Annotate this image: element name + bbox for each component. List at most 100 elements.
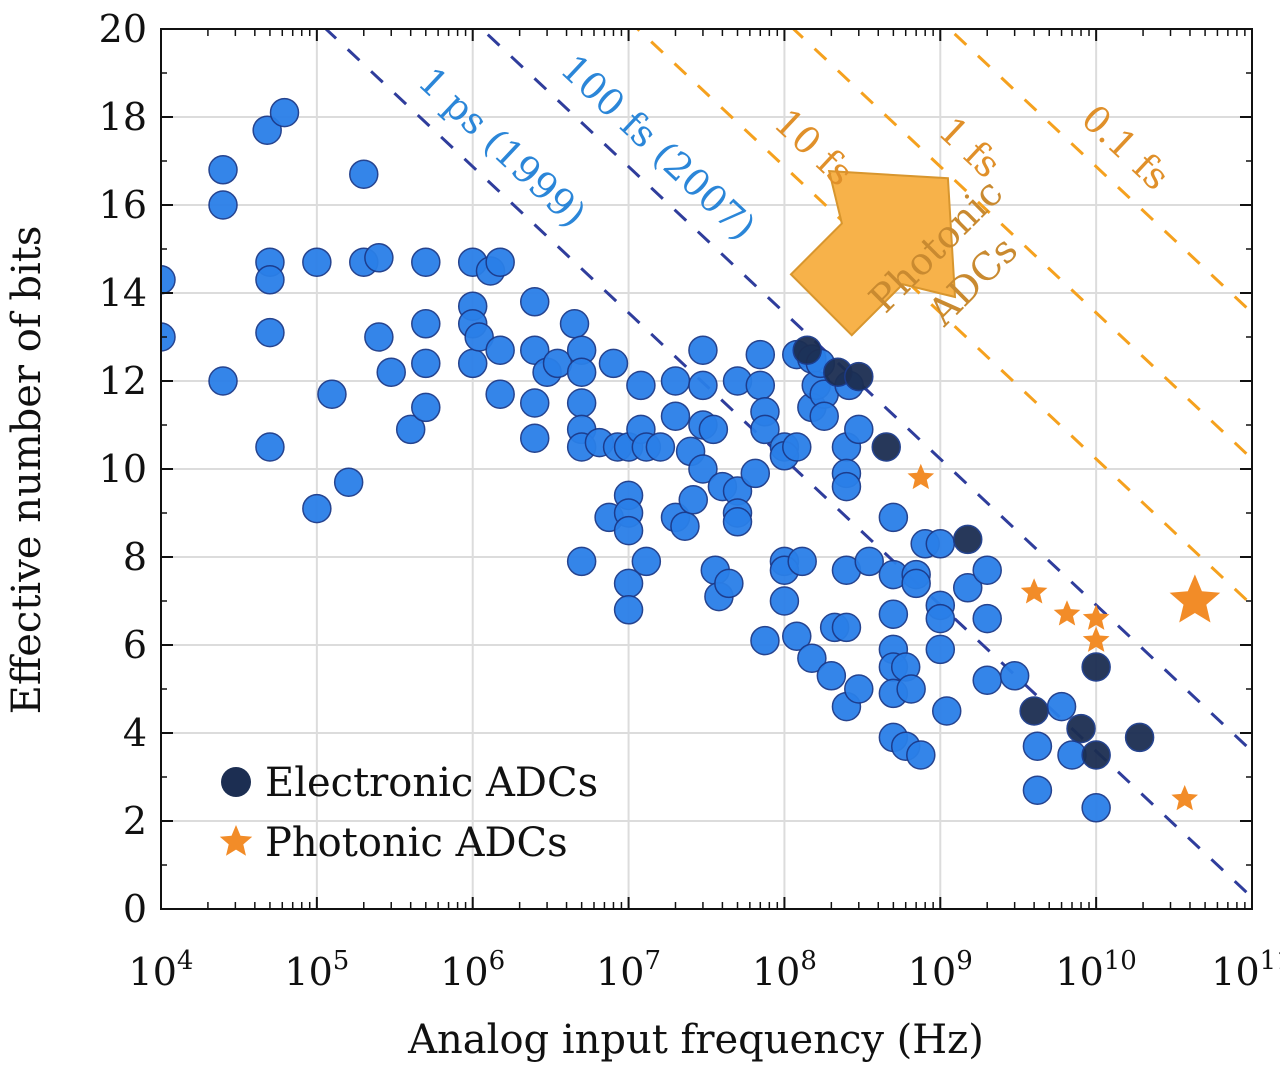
y-tick-label: 14 <box>99 271 147 315</box>
electronic-adc-point <box>972 603 1002 634</box>
electronic-adc-point <box>161 265 176 295</box>
electronic-adc-point <box>519 287 550 317</box>
electronic-adc-point <box>208 190 238 220</box>
electronic-adc-point <box>626 370 656 401</box>
y-tick-label: 0 <box>123 887 147 931</box>
electronic-adc-point <box>598 348 629 379</box>
electronic-adc-point <box>364 243 394 273</box>
electronic-adc-point <box>972 555 1002 585</box>
electronic-adc-point <box>464 322 494 352</box>
photonic-adc-point <box>1053 600 1081 626</box>
electronic-adc-point <box>519 423 550 453</box>
electronic-adc-point <box>854 546 884 577</box>
jitter-line <box>635 29 1252 607</box>
electronic-adc-point <box>255 432 285 462</box>
legend-label-electronic: Electronic ADCs <box>265 760 598 806</box>
electronic-adc-point <box>613 595 644 625</box>
electronic-adc-point <box>901 568 931 599</box>
electronic-adc-point <box>519 388 550 418</box>
y-tick-label: 16 <box>99 183 147 227</box>
y-tick-label: 6 <box>123 623 147 667</box>
electronic-adc-point <box>670 511 700 541</box>
electronic-adc-point <box>925 634 956 665</box>
photonic-adc-point <box>1082 626 1110 652</box>
electronic-adc-point <box>972 665 1002 695</box>
electronic-adc-point <box>660 366 691 396</box>
electronic-adc-point <box>906 740 936 770</box>
y-tick-label: 2 <box>123 799 147 843</box>
x-tick-label: 108 <box>752 946 817 994</box>
electronic-adc-point <box>208 366 238 396</box>
electronic-adc-point <box>333 467 364 497</box>
electronic-adc-point <box>678 485 708 515</box>
electronic-adc-point <box>816 661 847 691</box>
electronic-adc-point <box>364 322 394 352</box>
electronic-adc-point <box>688 335 718 365</box>
y-tick-label: 10 <box>99 447 147 491</box>
y-axis-title: Effective number of bits <box>4 226 50 715</box>
electronic-adc-point <box>1022 731 1053 761</box>
x-tick-label: 109 <box>908 946 973 994</box>
electronic-adc-point <box>208 155 238 185</box>
electronic-adc-point <box>750 625 780 656</box>
x-tick-label: 1011 <box>1211 946 1280 994</box>
electronic-adc-point <box>269 97 300 128</box>
photonic-adc-point <box>1020 578 1048 604</box>
electronic-adc-point <box>871 432 901 462</box>
electronic-adc-point <box>613 515 644 546</box>
electronic-adc-point <box>349 159 379 189</box>
electronic-adc-point <box>411 309 441 339</box>
electronic-adc-point <box>485 379 515 409</box>
legend-marker-electronic <box>221 767 251 797</box>
electronic-adc-point <box>566 546 597 577</box>
y-tick-label: 4 <box>123 711 147 755</box>
photonic-adc-point <box>907 463 935 490</box>
electronic-adc-point <box>252 115 282 145</box>
electronic-adc-point <box>925 603 956 634</box>
electronic-adc-point <box>1081 793 1111 823</box>
electronic-adc-point <box>1081 652 1111 682</box>
electronic-adc-point <box>896 674 926 704</box>
data-points <box>161 97 1221 823</box>
jitter-line <box>479 29 1252 753</box>
electronic-adc-point <box>411 348 441 379</box>
electronic-adc-point <box>302 493 332 524</box>
electronic-adc-point <box>878 599 909 629</box>
y-tick-label: 20 <box>99 7 147 51</box>
electronic-adc-point <box>925 529 956 559</box>
x-tick-label: 106 <box>440 946 505 994</box>
axis-ticks <box>160 28 1253 910</box>
electronic-adc-point <box>485 335 515 365</box>
y-tick-label: 12 <box>99 359 147 403</box>
electronic-adc-point <box>782 621 812 651</box>
electronic-adc-point <box>952 573 983 603</box>
electronic-adc-point <box>999 661 1030 691</box>
electronic-adc-point <box>1022 775 1053 805</box>
electronic-adc-point <box>411 392 441 423</box>
electronic-adc-point <box>831 612 862 643</box>
electronic-adc-point <box>792 335 822 365</box>
electronic-adc-point <box>566 357 597 387</box>
electronic-adc-point <box>631 546 662 577</box>
x-tick-label: 105 <box>284 946 349 994</box>
electronic-adc-point <box>722 507 753 537</box>
electronic-adc-point <box>660 401 691 431</box>
electronic-adc-point <box>782 432 812 462</box>
electronic-adc-point <box>878 502 909 533</box>
arrow-shape <box>789 170 957 337</box>
electronic-adc-point <box>809 401 839 431</box>
electronic-adc-point <box>931 696 962 726</box>
x-tick-label: 104 <box>129 946 194 994</box>
electronic-adc-point <box>844 361 874 392</box>
electronic-adc-point <box>797 643 827 673</box>
electronic-adc-point <box>745 370 776 401</box>
electronic-adc-point <box>1066 713 1096 744</box>
electronic-adc-point <box>255 265 285 295</box>
tick-labels: 0 2 4 6 8 10 12 14 16 18 20 104 105 106 107 108 109 1010 1… <box>99 7 1280 994</box>
electronic-adc-point <box>844 674 874 704</box>
electronic-adc-point <box>952 524 983 555</box>
electronic-adc-point <box>411 247 441 277</box>
electronic-adc-point <box>740 458 771 489</box>
x-tick-label: 1010 <box>1055 946 1136 994</box>
electronic-adc-point <box>302 247 332 277</box>
